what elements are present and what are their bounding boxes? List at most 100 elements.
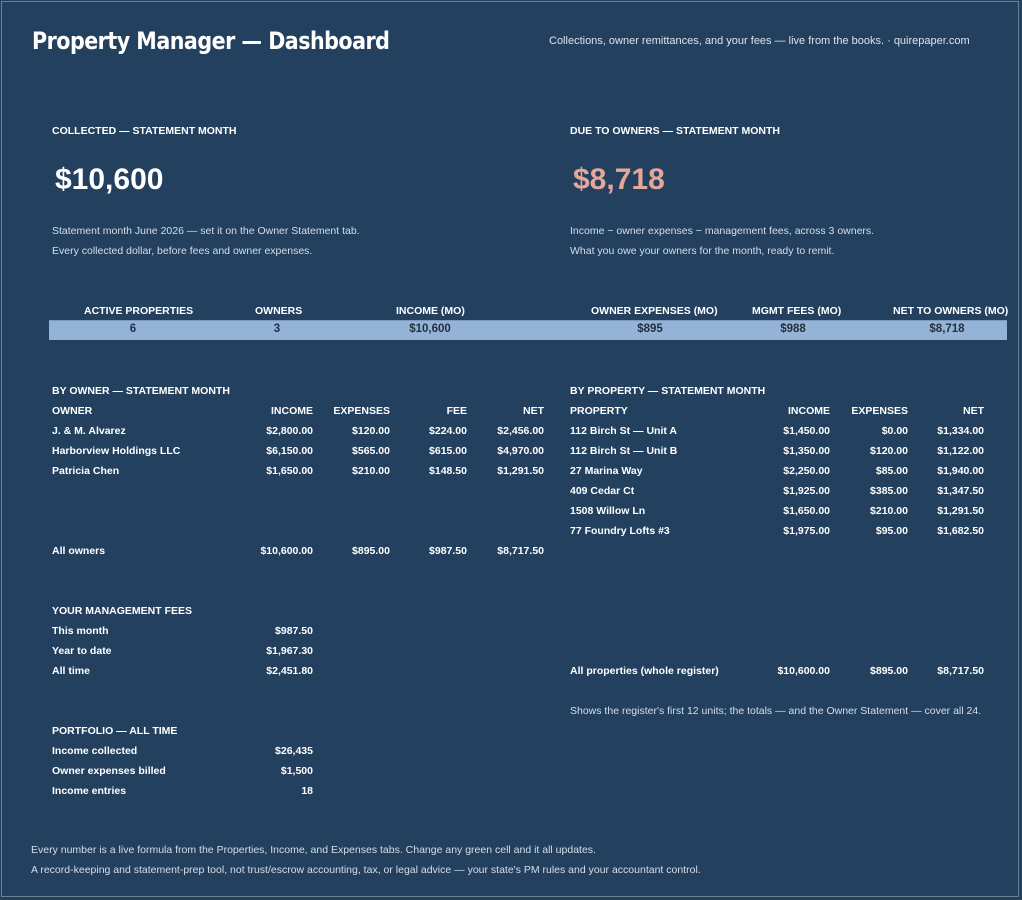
property-net: $1,334.00: [937, 425, 984, 437]
footer-line-1: Every number is a live formula from the …: [31, 844, 596, 856]
portfolio-title: PORTFOLIO — ALL TIME: [52, 725, 178, 737]
by-property-col-expenses: EXPENSES: [851, 405, 908, 417]
property-name: 77 Foundry Lofts #3: [570, 525, 670, 537]
strip-header-owner-expenses: OWNER EXPENSES (MO): [591, 305, 718, 317]
property-income: $1,650.00: [783, 505, 830, 517]
owner-expenses: $565.00: [352, 445, 390, 457]
portfolio-value: $1,500: [280, 765, 313, 777]
strip-value-active-properties: 6: [129, 323, 137, 335]
owner-expenses: $210.00: [352, 465, 390, 477]
property-income: $1,975.00: [783, 525, 830, 537]
owner-fee: $148.50: [429, 465, 467, 477]
property-income: $1,925.00: [783, 485, 830, 497]
by-owner-col-income: INCOME: [271, 405, 313, 417]
owner-net: $4,970.00: [497, 445, 544, 457]
page-title: Property Manager — Dashboard: [32, 27, 390, 55]
by-owner-col-fee: FEE: [446, 405, 467, 417]
strip-header-active-properties: ACTIVE PROPERTIES: [84, 305, 194, 317]
owner-net: $1,291.50: [497, 465, 544, 477]
due-kpi-note-1: Income − owner expenses − management fee…: [570, 225, 875, 237]
portfolio-value: $26,435: [275, 745, 313, 757]
fee-value: $2,451.80: [266, 665, 313, 677]
owner-total-fee: $987.50: [429, 545, 467, 557]
strip-header-net-to-owners: NET TO OWNERS (MO): [893, 305, 1009, 317]
by-property-col-income: INCOME: [788, 405, 830, 417]
owner-income: $2,800.00: [266, 425, 313, 437]
owner-income: $6,150.00: [266, 445, 313, 457]
strip-value-mgmt-fees: $988: [780, 323, 806, 335]
portfolio-label: Income collected: [52, 745, 138, 757]
portfolio-label: Owner expenses billed: [52, 765, 166, 777]
property-income: $2,250.00: [783, 465, 830, 477]
fee-label: All time: [52, 665, 90, 677]
by-owner-title: BY OWNER — STATEMENT MONTH: [52, 385, 230, 397]
strip-value-owners: 3: [273, 323, 281, 335]
owner-fee: $615.00: [429, 445, 467, 457]
property-total-expenses: $895.00: [870, 665, 908, 677]
property-expenses: $210.00: [870, 505, 908, 517]
strip-value-net-to-owners: $8,718: [929, 323, 965, 335]
property-name: 1508 Willow Ln: [570, 505, 646, 517]
property-name: 112 Birch St — Unit B: [570, 445, 678, 457]
owner-name: J. & M. Alvarez: [52, 425, 126, 437]
property-expenses: $385.00: [870, 485, 908, 497]
owner-total-net: $8,717.50: [497, 545, 544, 557]
collected-kpi-note-2: Every collected dollar, before fees and …: [52, 245, 313, 257]
property-net: $1,291.50: [937, 505, 984, 517]
property-expenses: $0.00: [881, 425, 908, 437]
property-total-label: All properties (whole register): [570, 665, 719, 677]
by-property-title: BY PROPERTY — STATEMENT MONTH: [570, 385, 766, 397]
property-net: $1,940.00: [937, 465, 984, 477]
strip-header-mgmt-fees: MGMT FEES (MO): [752, 305, 842, 317]
strip-header-income: INCOME (MO): [396, 305, 465, 317]
owner-total-income: $10,600.00: [260, 545, 313, 557]
property-expenses: $85.00: [875, 465, 908, 477]
summary-strip: [49, 320, 1007, 340]
fee-label: This month: [52, 625, 109, 637]
fee-label: Year to date: [52, 645, 112, 657]
property-name: 409 Cedar Ct: [570, 485, 635, 497]
due-kpi-value: $8,718: [573, 163, 665, 196]
due-kpi-note-2: What you owe your owners for the month, …: [570, 245, 835, 257]
fee-value: $1,967.30: [266, 645, 313, 657]
owner-name: Harborview Holdings LLC: [52, 445, 181, 457]
portfolio-value: 18: [301, 785, 313, 797]
property-name: 27 Marina Way: [570, 465, 643, 477]
collected-kpi-note-1: Statement month June 2026 — set it on th…: [52, 225, 360, 237]
strip-header-owners: OWNERS: [255, 305, 303, 317]
property-net: $1,122.00: [937, 445, 984, 457]
fee-value: $987.50: [275, 625, 313, 637]
collected-kpi-value: $10,600: [55, 163, 164, 196]
owner-net: $2,456.00: [497, 425, 544, 437]
owner-expenses: $120.00: [352, 425, 390, 437]
collected-kpi-label: COLLECTED — STATEMENT MONTH: [52, 125, 237, 137]
property-net: $1,347.50: [937, 485, 984, 497]
property-total-income: $10,600.00: [777, 665, 830, 677]
by-owner-col-owner: OWNER: [52, 405, 93, 417]
property-net: $1,682.50: [937, 525, 984, 537]
property-income: $1,350.00: [783, 445, 830, 457]
owner-name: Patricia Chen: [52, 465, 120, 477]
by-property-note: Shows the register's first 12 units; the…: [570, 705, 982, 717]
owner-total-label: All owners: [52, 545, 106, 557]
by-owner-col-expenses: EXPENSES: [333, 405, 390, 417]
property-income: $1,450.00: [783, 425, 830, 437]
due-kpi-label: DUE TO OWNERS — STATEMENT MONTH: [570, 125, 780, 137]
page-tagline: Collections, owner remittances, and your…: [549, 35, 970, 47]
owner-fee: $224.00: [429, 425, 467, 437]
property-total-net: $8,717.50: [937, 665, 984, 677]
fees-title: YOUR MANAGEMENT FEES: [52, 605, 193, 617]
by-property-col-property: PROPERTY: [570, 405, 628, 417]
by-owner-col-net: NET: [523, 405, 544, 417]
owner-total-expenses: $895.00: [352, 545, 390, 557]
by-property-col-net: NET: [963, 405, 984, 417]
property-name: 112 Birch St — Unit A: [570, 425, 677, 437]
footer-line-2: A record-keeping and statement-prep tool…: [31, 864, 701, 876]
portfolio-label: Income entries: [52, 785, 127, 797]
owner-income: $1,650.00: [266, 465, 313, 477]
strip-value-owner-expenses: $895: [637, 323, 663, 335]
strip-value-income: $10,600: [409, 323, 451, 335]
property-expenses: $95.00: [875, 525, 908, 537]
property-expenses: $120.00: [870, 445, 908, 457]
